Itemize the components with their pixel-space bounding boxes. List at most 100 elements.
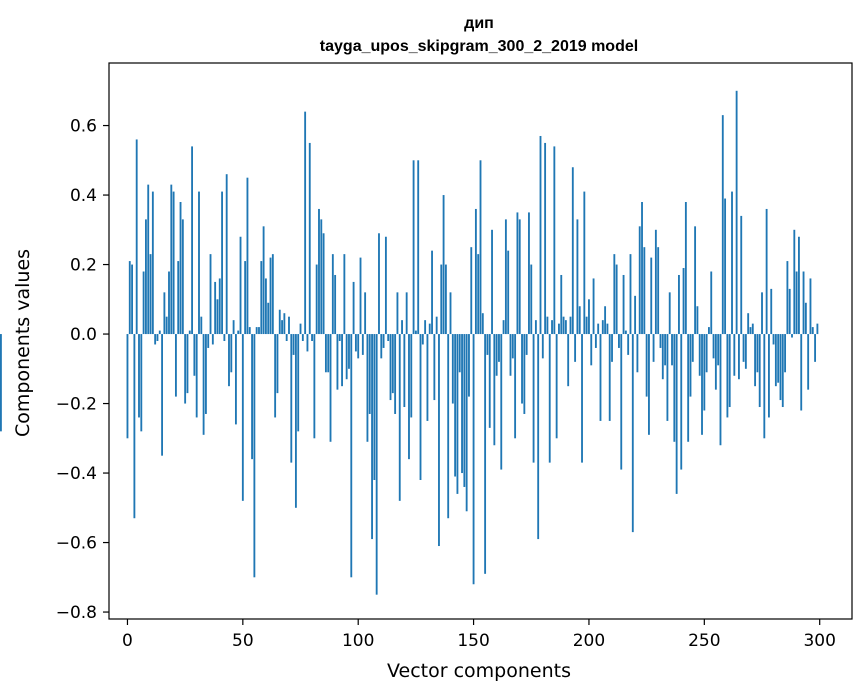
bar: [433, 334, 436, 401]
bar: [484, 334, 487, 574]
bar: [638, 226, 641, 335]
bar: [359, 257, 362, 335]
bar: [375, 334, 378, 595]
bar: [631, 334, 634, 533]
bar: [274, 334, 277, 418]
bar: [297, 334, 300, 432]
bar: [223, 334, 226, 341]
y-tick-label: 0.0: [70, 325, 97, 345]
bar: [671, 334, 673, 366]
bar: [230, 334, 233, 373]
bar: [0, 334, 2, 432]
bar: [161, 334, 163, 456]
bar: [202, 334, 205, 435]
bar: [537, 334, 540, 540]
bar: [329, 334, 332, 442]
bar: [661, 334, 664, 380]
bar: [724, 198, 727, 335]
bar: [523, 334, 526, 414]
bar: [618, 334, 620, 348]
chart-title: дип: [464, 15, 494, 32]
bar: [378, 233, 380, 335]
bar: [454, 334, 457, 477]
bar: [809, 278, 812, 335]
bar: [588, 299, 590, 335]
bar: [174, 334, 177, 397]
bar: [396, 292, 399, 335]
bar: [218, 278, 221, 335]
bar: [299, 323, 302, 335]
bar: [615, 264, 618, 335]
bar: [147, 184, 150, 335]
bar: [740, 215, 743, 335]
bar: [198, 191, 200, 335]
bar: [553, 146, 556, 335]
bar: [364, 292, 367, 335]
bar: [424, 320, 427, 335]
bar: [601, 320, 604, 335]
x-tick-label: 0: [122, 631, 133, 651]
bar: [733, 334, 736, 376]
bar: [682, 268, 685, 335]
bar: [184, 334, 187, 404]
bar: [292, 334, 295, 355]
bar: [234, 334, 237, 425]
bar: [128, 261, 131, 335]
bar: [186, 334, 189, 394]
bar: [645, 334, 648, 397]
y-tick-label: −0.2: [56, 395, 97, 415]
x-axis-label: Vector components: [387, 660, 571, 682]
bar: [301, 334, 304, 341]
bar: [387, 334, 390, 341]
bar: [673, 334, 676, 442]
bar: [391, 334, 394, 394]
bar: [636, 334, 639, 373]
y-tick-label: 0.6: [70, 117, 97, 137]
bar: [680, 334, 683, 470]
bar: [689, 334, 692, 397]
bar: [158, 330, 161, 335]
bar: [253, 334, 256, 578]
bar: [271, 254, 274, 335]
y-axis: −0.8 −0.6 −0.4 −0.2 0.0 0.2 0.4 0.6: [56, 117, 109, 623]
bar: [313, 334, 316, 439]
bar: [336, 334, 339, 390]
bar: [530, 264, 533, 335]
bar: [368, 334, 371, 414]
bar: [703, 334, 706, 411]
bar: [721, 115, 724, 335]
bar: [754, 334, 757, 387]
bar: [747, 313, 750, 335]
bar: [481, 313, 484, 335]
bar: [675, 334, 678, 494]
bar: [232, 320, 235, 335]
bar: [149, 254, 152, 335]
bar: [306, 334, 309, 352]
bar: [657, 247, 660, 335]
bar: [546, 316, 549, 335]
bar: [412, 160, 415, 335]
bar: [710, 271, 713, 335]
bar: [567, 334, 570, 387]
bar: [564, 320, 567, 335]
bar: [338, 334, 341, 341]
bar: [800, 334, 803, 411]
y-tick-label: 0.2: [70, 256, 97, 276]
bar: [590, 334, 593, 366]
bar: [311, 334, 313, 341]
bar: [269, 257, 272, 335]
bar: [687, 334, 690, 442]
x-tick-label: 200: [573, 631, 605, 651]
bar: [142, 271, 145, 335]
bar: [500, 334, 503, 470]
bar: [650, 257, 653, 335]
bar: [278, 309, 281, 335]
bar: [594, 334, 597, 348]
y-tick-label: −0.4: [56, 464, 97, 484]
bar: [701, 334, 703, 435]
bar: [207, 334, 210, 348]
x-tick-label: 100: [342, 631, 374, 651]
bar: [352, 281, 355, 335]
bar: [421, 334, 424, 345]
